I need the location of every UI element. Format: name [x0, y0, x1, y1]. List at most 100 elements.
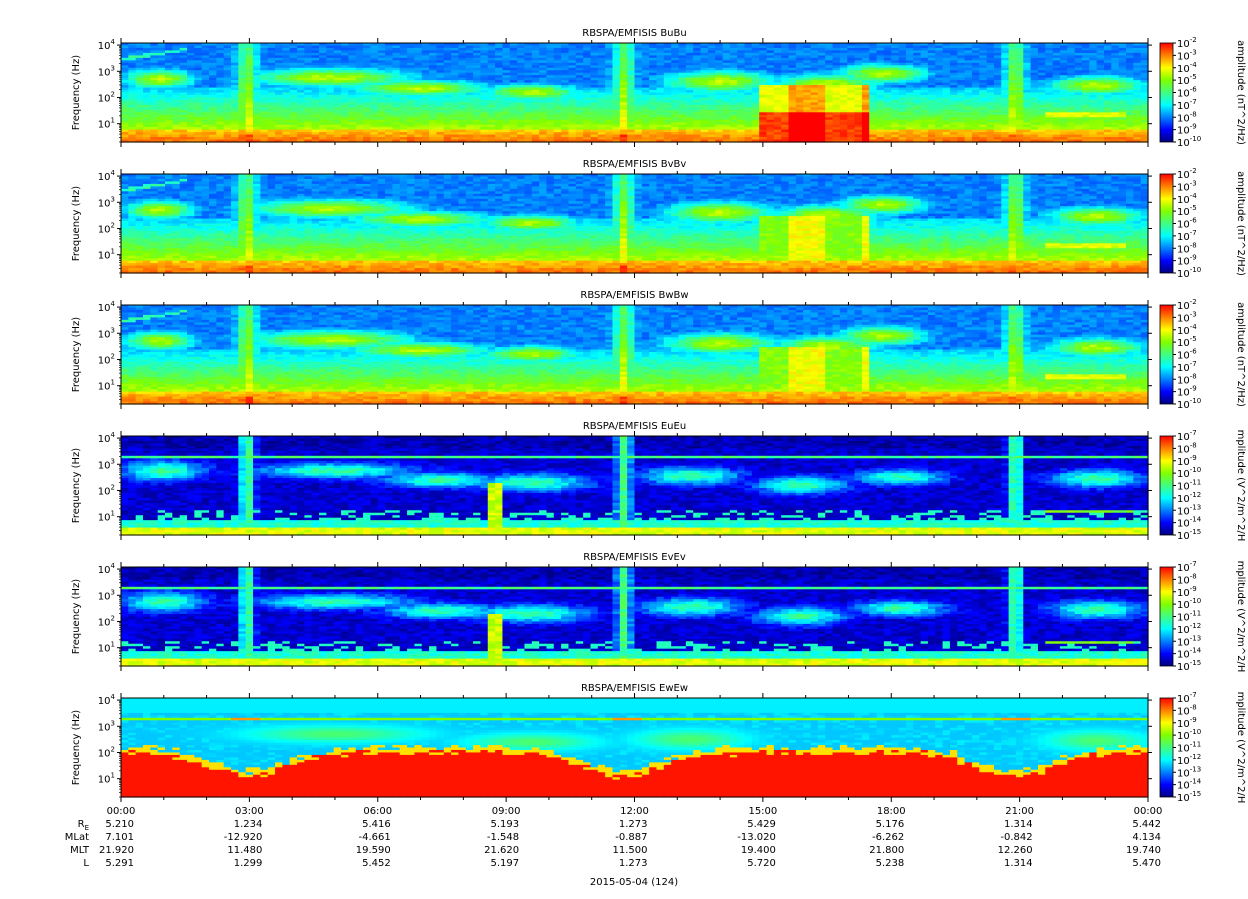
colorbar-label: mplitude (V^2/m^2/H	[1235, 561, 1246, 673]
y-tick-label: 103	[98, 457, 115, 471]
x-tick-label: 09:00	[492, 806, 521, 817]
spectrogram-raster	[121, 43, 1149, 143]
panel-title: RBSPA/EMFISIS EuEu	[583, 421, 686, 432]
y-tick-label: 104	[98, 300, 116, 314]
y-tick-label: 102	[98, 90, 115, 104]
colorbar-label: mplitude (V^2/m^2/H	[1235, 692, 1246, 804]
panel-5: RBSPA/EMFISIS EvEv101102103104Frequency …	[71, 552, 1246, 673]
spectrogram-raster	[121, 698, 1149, 798]
ephemeris-value: 1.234	[234, 819, 263, 830]
y-axis-label: Frequency (Hz)	[71, 579, 82, 655]
ephemeris-value: 7.101	[105, 832, 134, 843]
y-tick-label: 101	[98, 641, 115, 655]
y-tick-label: 102	[98, 483, 115, 497]
colorbar: 10-710-810-910-1010-1110-1210-1310-1410-…	[1160, 429, 1246, 542]
ephemeris-value: 4.134	[1132, 832, 1161, 843]
ephemeris-label: MLat	[65, 832, 89, 843]
panel-3: RBSPA/EMFISIS BwBw101102103104Frequency …	[71, 290, 1246, 411]
x-tick-label: 12:00	[620, 806, 649, 817]
panels: RBSPA/EMFISIS BuBu101102103104Frequency …	[71, 28, 1246, 804]
colorbar-tick-label: 10-10	[1177, 397, 1201, 411]
y-tick-label: 104	[98, 562, 116, 576]
panel-title: RBSPA/EMFISIS BvBv	[583, 159, 687, 170]
y-axis-label: Frequency (Hz)	[71, 448, 82, 524]
ephemeris-label: RE	[78, 819, 89, 832]
y-tick-label: 101	[98, 379, 115, 393]
panel-title: RBSPA/EMFISIS EwEw	[581, 683, 688, 694]
y-tick-label: 104	[98, 38, 116, 52]
ephemeris-value: 5.429	[747, 819, 776, 830]
spectrogram-raster	[121, 436, 1149, 536]
colorbar: 10-210-310-410-510-610-710-810-910-10 amp…	[1160, 167, 1246, 280]
colorbar: 10-710-810-910-1010-1110-1210-1310-1410-…	[1160, 560, 1246, 673]
colorbar: 10-210-310-410-510-610-710-810-910-10 amp…	[1160, 36, 1246, 149]
x-tick-label: 21:00	[1005, 806, 1034, 817]
colorbar-tick-label: 10-15	[1177, 528, 1201, 542]
spectrogram-raster	[121, 174, 1149, 274]
ephemeris-value: -0.842	[1000, 832, 1032, 843]
ephemeris-value: 1.299	[234, 858, 263, 869]
ephemeris-value: 21.920	[99, 845, 134, 856]
colorbar-label: mplitude (V^2/m^2/H	[1235, 430, 1246, 542]
y-axis-label: Frequency (Hz)	[71, 710, 82, 786]
ephemeris-label: MLT	[70, 845, 90, 856]
ephemeris-value: -4.661	[359, 832, 391, 843]
ephemeris-value: 5.291	[105, 858, 134, 869]
y-axis-label: Frequency (Hz)	[71, 317, 82, 393]
ephemeris-value: 1.314	[1004, 858, 1033, 869]
ephemeris-value: 5.416	[362, 819, 391, 830]
x-tick-label: 00:00	[107, 806, 136, 817]
panel-4: RBSPA/EMFISIS EuEu101102103104Frequency …	[71, 421, 1246, 542]
x-tick-label: 15:00	[748, 806, 777, 817]
ephemeris-value: -1.548	[487, 832, 519, 843]
y-tick-label: 102	[98, 352, 115, 366]
ephemeris-value: -12.920	[224, 832, 263, 843]
spectrogram-raster	[121, 305, 1149, 405]
ephemeris-value: 21.800	[869, 845, 904, 856]
ephemeris-value: 1.314	[1004, 819, 1033, 830]
x-tick-label: 00:00	[1134, 806, 1163, 817]
ephemeris-value: -6.262	[872, 832, 904, 843]
x-tick-label: 03:00	[235, 806, 264, 817]
time-axis: 00:005.2107.10121.9205.29103:001.234-12.…	[65, 806, 1163, 869]
y-tick-label: 104	[98, 693, 116, 707]
y-tick-label: 103	[98, 195, 115, 209]
spectrogram-raster	[121, 567, 1149, 667]
colorbar-tick-label: 10-15	[1177, 790, 1201, 804]
colorbar: 10-710-810-910-1010-1110-1210-1310-1410-…	[1160, 691, 1246, 804]
x-tick-label: 18:00	[877, 806, 906, 817]
ephemeris-value: 19.590	[356, 845, 391, 856]
y-tick-label: 101	[98, 248, 115, 262]
ephemeris-value: 12.260	[998, 845, 1033, 856]
colorbar-tick-label: 10-15	[1177, 659, 1201, 673]
y-tick-label: 103	[98, 326, 115, 340]
ephemeris-value: 19.400	[741, 845, 776, 856]
y-tick-label: 104	[98, 431, 116, 445]
y-tick-label: 102	[98, 614, 115, 628]
y-tick-label: 104	[98, 169, 116, 183]
ephemeris-value: 19.740	[1126, 845, 1161, 856]
ephemeris-value: 5.452	[362, 858, 391, 869]
ephemeris-value: 5.238	[876, 858, 905, 869]
colorbar-tick-label: 10-10	[1177, 266, 1201, 280]
ephemeris-value: -0.887	[615, 832, 647, 843]
ephemeris-value: -13.020	[737, 832, 776, 843]
y-tick-label: 101	[98, 117, 115, 131]
ephemeris-value: 5.470	[1132, 858, 1161, 869]
y-tick-label: 103	[98, 719, 115, 733]
ephemeris-value: 5.442	[1132, 819, 1161, 830]
ephemeris-value: 5.176	[876, 819, 905, 830]
ephemeris-value: 5.720	[747, 858, 776, 869]
colorbar: 10-210-310-410-510-610-710-810-910-10 amp…	[1160, 298, 1246, 411]
ephemeris-value: 1.273	[619, 858, 648, 869]
ephemeris-value: 5.197	[490, 858, 519, 869]
panel-2: RBSPA/EMFISIS BvBv101102103104Frequency …	[71, 159, 1246, 280]
y-tick-label: 103	[98, 64, 115, 78]
ephemeris-value: 11.480	[227, 845, 262, 856]
colorbar-label: amplitude (nT^2/Hz)	[1235, 40, 1246, 145]
y-tick-label: 102	[98, 221, 115, 235]
panel-6: RBSPA/EMFISIS EwEw101102103104Frequency …	[71, 683, 1246, 804]
colorbar-tick-label: 10-10	[1177, 135, 1201, 149]
panel-1: RBSPA/EMFISIS BuBu101102103104Frequency …	[71, 28, 1246, 149]
